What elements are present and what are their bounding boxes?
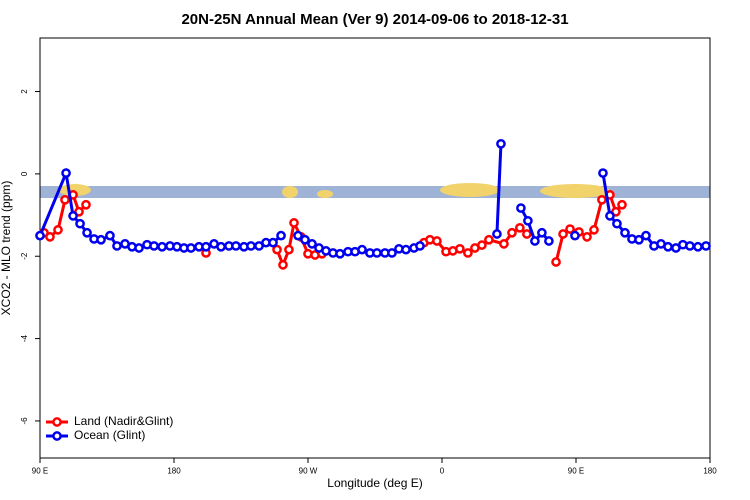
point xyxy=(246,241,256,251)
legend-label: Ocean (Glint) xyxy=(74,428,145,442)
y-tick-label: -2 xyxy=(20,252,29,260)
y-tick-label: -4 xyxy=(20,334,29,342)
point xyxy=(612,218,622,229)
point xyxy=(515,222,525,233)
point xyxy=(278,260,288,270)
point xyxy=(523,215,533,226)
x-axis-label: Longitude (deg E) xyxy=(327,476,422,490)
series-line xyxy=(38,143,707,256)
point xyxy=(387,248,397,258)
x-tick-label: 0 xyxy=(440,467,445,476)
point xyxy=(272,244,282,255)
point xyxy=(112,241,122,251)
x-tick-label: 90 E xyxy=(568,467,584,476)
x-tick-label: 180 xyxy=(167,467,181,476)
point xyxy=(496,138,506,149)
point xyxy=(307,239,317,249)
point xyxy=(530,236,540,246)
legend-marker xyxy=(52,431,62,441)
point xyxy=(82,227,92,238)
point xyxy=(484,234,494,245)
land-patch xyxy=(282,186,298,198)
point xyxy=(663,241,673,252)
point xyxy=(415,241,425,251)
land-patch xyxy=(317,190,333,198)
point xyxy=(357,244,367,255)
point xyxy=(201,241,211,252)
point xyxy=(537,227,547,238)
point xyxy=(401,244,411,255)
point xyxy=(276,230,286,241)
point xyxy=(61,168,71,178)
point xyxy=(565,224,575,234)
point xyxy=(284,244,294,255)
point xyxy=(81,199,91,210)
point xyxy=(634,234,644,245)
y-tick-label: -6 xyxy=(20,417,29,425)
x-tick-label: 90 E xyxy=(32,467,48,476)
point xyxy=(693,241,703,252)
point xyxy=(35,230,45,241)
point xyxy=(685,241,695,251)
land-patch xyxy=(440,183,500,197)
point xyxy=(432,236,442,246)
point xyxy=(597,194,607,205)
point xyxy=(463,248,473,258)
point xyxy=(268,237,278,248)
point xyxy=(477,240,487,250)
point xyxy=(570,230,580,241)
point xyxy=(516,203,526,213)
point xyxy=(68,211,78,221)
point xyxy=(60,194,70,205)
point xyxy=(598,168,608,178)
point xyxy=(105,230,115,241)
point xyxy=(186,243,196,253)
point xyxy=(558,229,568,239)
point xyxy=(544,236,554,246)
point xyxy=(617,199,627,210)
point xyxy=(499,239,509,249)
point xyxy=(293,230,303,241)
point xyxy=(372,248,382,258)
point xyxy=(75,218,85,229)
point xyxy=(455,243,465,254)
point xyxy=(335,248,345,259)
point xyxy=(216,241,226,252)
point xyxy=(551,257,561,267)
map-strip xyxy=(40,183,710,198)
legend-label: Land (Nadir&Glint) xyxy=(74,414,173,428)
point xyxy=(96,234,106,245)
y-tick-label: 2 xyxy=(20,89,29,94)
point xyxy=(507,227,517,238)
point xyxy=(231,241,241,251)
point xyxy=(300,234,310,245)
point xyxy=(582,232,592,242)
point xyxy=(589,225,599,235)
point xyxy=(522,229,532,239)
land-patch xyxy=(540,184,610,198)
point xyxy=(605,211,615,221)
point xyxy=(134,243,144,253)
point xyxy=(492,229,502,239)
x-tick-label: 180 xyxy=(703,467,717,476)
point xyxy=(620,227,630,238)
y-tick-label: 0 xyxy=(20,171,29,176)
point xyxy=(157,241,167,252)
chart-title: 20N-25N Annual Mean (Ver 9) 2014-09-06 t… xyxy=(181,11,568,28)
legend-marker xyxy=(52,417,62,427)
point xyxy=(289,218,299,228)
point xyxy=(701,241,711,251)
y-axis-label: XCO2 - MLO trend (ppm) xyxy=(0,181,13,316)
point xyxy=(641,230,651,241)
point xyxy=(149,241,159,251)
x-tick-label: 90 W xyxy=(299,467,318,476)
point xyxy=(45,232,55,242)
point xyxy=(53,225,63,235)
